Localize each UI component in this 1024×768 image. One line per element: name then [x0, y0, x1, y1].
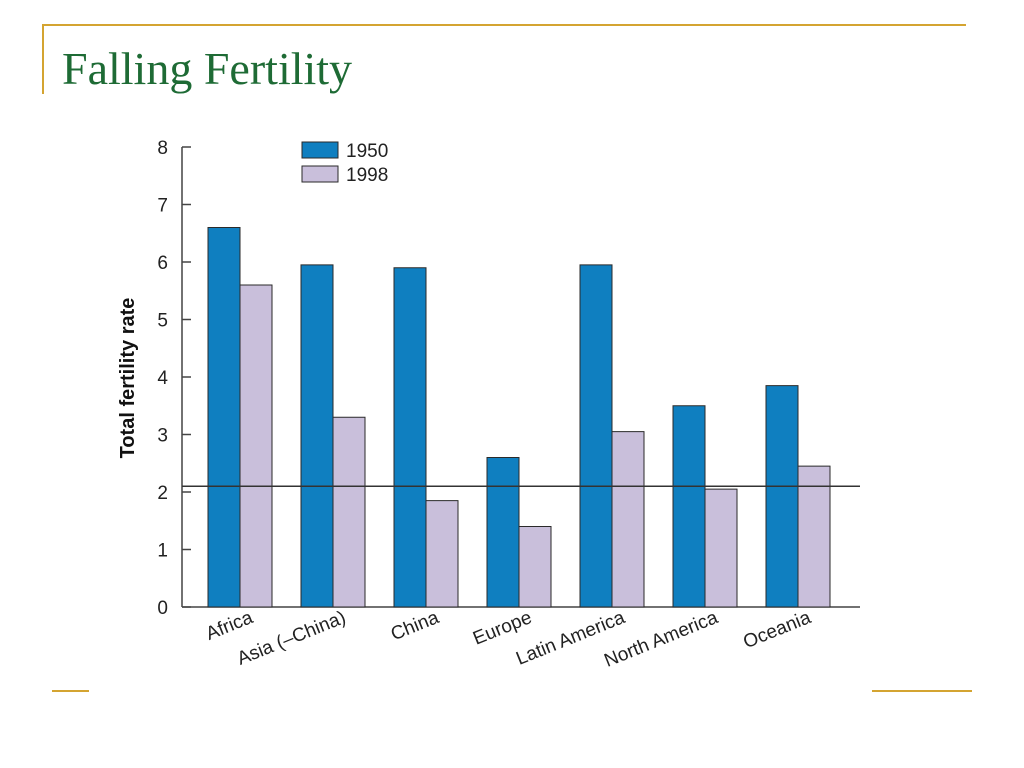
bar-1998-4 [611, 431, 645, 608]
legend: 1950 1998 [301, 141, 388, 186]
y-tick-label: 7 [157, 196, 168, 217]
bar-1998-1 [332, 416, 366, 608]
y-tick-label: 8 [157, 138, 168, 159]
axis-layer: 0 1 2 3 4 5 6 7 8 [157, 138, 860, 619]
bar-1998-0 [239, 284, 273, 608]
bar-1950-1 [300, 264, 334, 608]
bar-1950-5 [672, 405, 706, 608]
bottom-right-accent-rule [872, 690, 972, 692]
bar-1950-4 [579, 264, 613, 608]
bar-1950-2 [393, 267, 427, 608]
category-label: Europe [470, 607, 535, 649]
legend-label-1950: 1950 [346, 141, 388, 162]
bottom-left-accent-rule [52, 690, 89, 692]
y-tick-label: 1 [157, 541, 168, 562]
bar-1998-6 [797, 465, 831, 608]
bar-1998-5 [704, 488, 738, 608]
legend-label-1998: 1998 [346, 165, 388, 186]
y-tick-label: 0 [157, 598, 168, 619]
legend-swatch-1998 [301, 165, 339, 183]
bar-1950-6 [765, 385, 799, 608]
y-tick-label: 4 [157, 368, 168, 389]
category-label: China [388, 607, 442, 645]
slide-title: Falling Fertility [62, 43, 353, 94]
category-label: Oceania [740, 607, 814, 653]
bar-1998-2 [425, 500, 459, 608]
y-axis-title: Total fertility rate [117, 298, 139, 459]
category-label: Africa [203, 607, 256, 645]
left-accent-rule [42, 24, 44, 94]
bar-1950-0 [207, 227, 241, 608]
bar-1998-3 [518, 526, 552, 608]
top-accent-rule [42, 24, 966, 26]
legend-swatch-1950 [301, 141, 339, 159]
y-tick-label: 3 [157, 426, 168, 447]
bar-1950-3 [486, 457, 520, 608]
y-tick-label: 5 [157, 311, 168, 332]
y-tick-label: 2 [157, 483, 168, 504]
y-tick-label: 6 [157, 253, 168, 274]
bars-layer [182, 227, 860, 608]
